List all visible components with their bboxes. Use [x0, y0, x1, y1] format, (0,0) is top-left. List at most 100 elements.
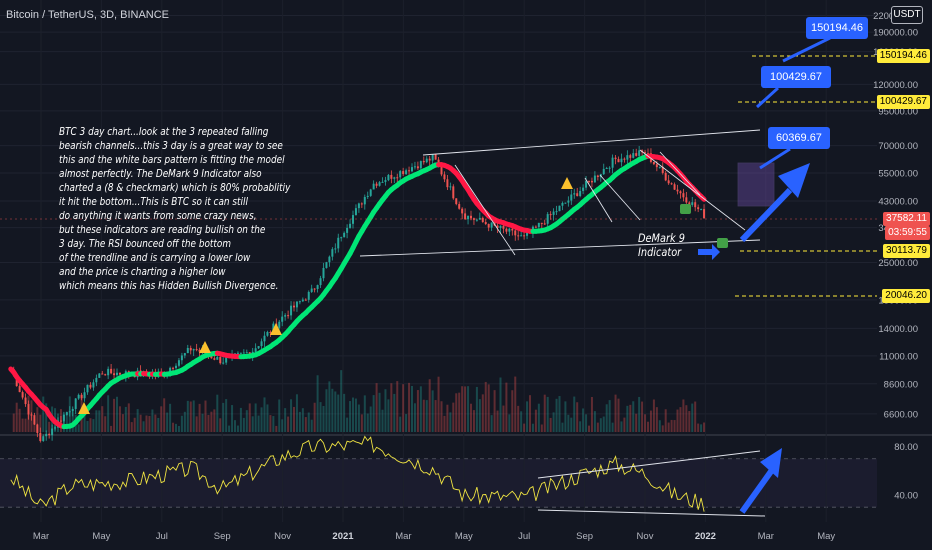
- volume-bar: [360, 414, 363, 432]
- candle-body: [419, 161, 422, 169]
- candle-body: [673, 184, 676, 190]
- rsi-trend-line: [537, 509, 766, 517]
- candle-body: [65, 412, 68, 415]
- candle-body: [399, 171, 402, 178]
- candle-body: [304, 299, 307, 301]
- annotation-line: which means this has Hidden Bullish Dive…: [59, 280, 279, 292]
- target-connector: [755, 86, 780, 109]
- target-callout-60k[interactable]: 60369.67: [768, 127, 830, 149]
- target-callout-100k[interactable]: 100429.67: [761, 66, 831, 88]
- candle-body: [293, 305, 295, 308]
- x-tick-label: Mar: [758, 531, 774, 542]
- candle-body: [328, 256, 331, 263]
- candle-body: [77, 394, 80, 399]
- volume-bar: [77, 424, 80, 432]
- volume-bar: [375, 383, 378, 432]
- volume-bar: [399, 416, 402, 432]
- candle-body: [467, 215, 470, 220]
- candle-body: [360, 203, 363, 205]
- candle-body: [95, 377, 98, 383]
- volume-bar: [555, 398, 558, 432]
- demark-label-line: DeMark 9: [638, 231, 685, 245]
- volume-bar: [83, 408, 86, 432]
- volume-bar: [263, 397, 266, 432]
- volume-bar: [157, 417, 160, 432]
- volume-bar: [95, 410, 98, 432]
- volume-bar: [86, 420, 89, 432]
- countdown-tag: 03:59:55: [885, 226, 930, 240]
- candle-body: [242, 352, 245, 354]
- candle-body: [478, 217, 481, 220]
- candle-body: [337, 237, 340, 249]
- volume-bar: [526, 401, 529, 432]
- target-callout-150k[interactable]: 150194.46: [806, 17, 868, 39]
- candle-body: [110, 368, 113, 374]
- candle-body: [42, 436, 45, 441]
- volume-bar: [658, 420, 661, 432]
- trend-line: [584, 177, 613, 223]
- volume-bar: [172, 422, 175, 432]
- candle-body: [590, 180, 593, 183]
- candle-body: [688, 202, 691, 205]
- volume-bar: [408, 382, 411, 432]
- candle-body: [118, 372, 121, 375]
- volume-bar: [124, 406, 127, 432]
- rsi-arrow-head: [760, 448, 782, 478]
- candle-body: [71, 408, 74, 412]
- volume-bar: [293, 406, 295, 432]
- volume-bar: [242, 417, 245, 432]
- volume-bar: [89, 418, 92, 432]
- x-tick-label: Nov: [637, 531, 654, 542]
- volume-bar: [231, 405, 234, 432]
- candle-body: [428, 158, 431, 161]
- candle-body: [272, 323, 275, 333]
- candle-body: [443, 174, 446, 180]
- x-tick-label: Jul: [518, 531, 530, 542]
- volume-bar: [614, 394, 617, 432]
- candle-body: [378, 182, 381, 186]
- candle-body: [402, 171, 405, 175]
- candle-body: [664, 172, 667, 181]
- volume-bar: [169, 403, 172, 432]
- candle-body: [549, 214, 552, 216]
- volume-bar: [552, 412, 555, 432]
- volume-bar: [520, 411, 523, 432]
- volume-bar: [204, 400, 207, 432]
- volume-bar: [301, 408, 304, 432]
- volume-bar: [644, 414, 647, 432]
- candle-body: [697, 207, 700, 210]
- volume-bar: [340, 370, 343, 432]
- candle-body: [416, 166, 419, 169]
- volume-bar: [546, 396, 549, 432]
- volume-bar: [248, 403, 251, 432]
- candle-body: [266, 331, 269, 336]
- volume-bar: [413, 403, 416, 432]
- volume-bar: [661, 425, 664, 432]
- volume-bar: [393, 393, 396, 432]
- volume-bar: [422, 399, 425, 432]
- volume-bar: [484, 381, 487, 432]
- volume-bar: [251, 416, 254, 432]
- currency-button[interactable]: USDT: [891, 6, 923, 24]
- candle-body: [540, 222, 543, 224]
- candle-body: [30, 414, 33, 416]
- volume-bar: [328, 381, 331, 432]
- volume-bar: [116, 396, 118, 432]
- volume-bar: [145, 415, 148, 432]
- annotation-line: charted a (8 & checkmark) which is 80% p…: [59, 182, 291, 194]
- y-tick-label: 11000.00: [879, 351, 918, 362]
- volume-bar: [416, 390, 419, 432]
- volume-bar: [92, 419, 95, 432]
- volume-bar: [405, 414, 408, 432]
- candle-body: [526, 232, 529, 236]
- volume-bar: [160, 406, 163, 432]
- price-tag-150k: 150194.46: [876, 49, 930, 63]
- y-tick-label: 120000.00: [873, 80, 918, 91]
- rsi-trend-line: [537, 450, 761, 479]
- candle-body: [514, 230, 517, 236]
- candle-body: [189, 347, 192, 351]
- candle-body: [195, 349, 198, 351]
- candle-body: [511, 228, 514, 231]
- volume-bar: [177, 425, 180, 432]
